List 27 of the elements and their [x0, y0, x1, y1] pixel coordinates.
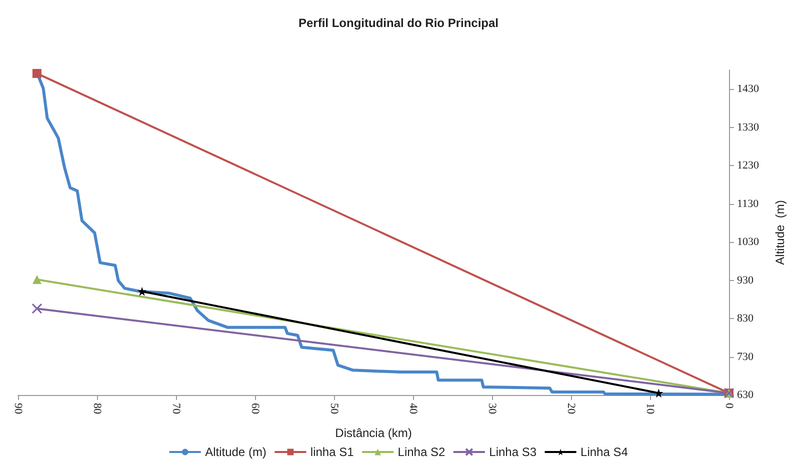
x-tick-label: 40 [407, 403, 419, 414]
y-tick-label: 1330 [737, 121, 760, 134]
y-tick-label: 630 [737, 389, 754, 401]
x-tick-label: 60 [249, 403, 261, 414]
x-tick-label: 10 [644, 403, 656, 414]
x-tick-label: 30 [486, 403, 498, 414]
y-tick-label: 930 [737, 274, 754, 286]
legend-label: Linha S4 [580, 445, 628, 459]
y-tick-label: 1030 [737, 236, 760, 248]
x-tick-label: 80 [91, 403, 103, 414]
x-tick-label: 0 [723, 403, 735, 409]
legend-label: Linha S3 [489, 445, 537, 459]
x-tick-label: 50 [328, 403, 340, 414]
legend-label: Linha S2 [398, 445, 446, 459]
x-axis-title: Distância (km) [335, 426, 412, 440]
x-tick-label: 90 [12, 403, 24, 414]
legend-label: Altitude (m) [205, 445, 266, 459]
y-axis-title: Altitude (m) [773, 200, 787, 265]
chart-title: Perfil Longitudinal do Rio Principal [298, 16, 499, 30]
y-tick-label: 730 [737, 350, 754, 363]
y-tick-label: 1230 [737, 160, 760, 172]
x-tick-label: 20 [565, 403, 577, 414]
legend-label: linha S1 [310, 445, 354, 459]
y-tick-label: 1130 [737, 198, 760, 210]
y-tick-label: 1430 [737, 83, 760, 96]
x-tick-label: 70 [170, 403, 182, 414]
y-tick-label: 830 [737, 312, 754, 325]
